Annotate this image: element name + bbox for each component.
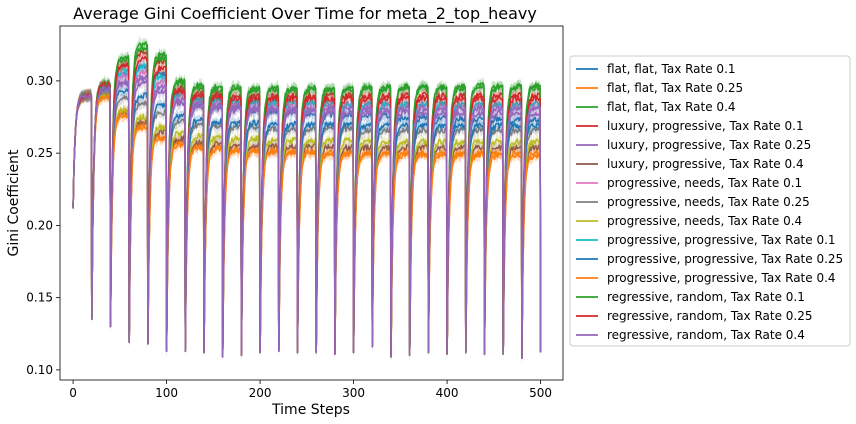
y-tick-label: 0.15 [26,291,53,305]
series-line [72,55,542,360]
legend-label: flat, flat, Tax Rate 0.4 [607,100,736,114]
legend-item: progressive, needs, Tax Rate 0.4 [576,214,802,228]
y-tick-label: 0.20 [26,218,53,232]
y-tick-label: 0.25 [26,146,53,160]
legend-item: progressive, progressive, Tax Rate 0.1 [576,233,836,247]
x-tick-label: 100 [155,386,178,400]
series-line [72,74,542,360]
legend-item: progressive, progressive, Tax Rate 0.4 [576,271,836,285]
x-tick-label: 400 [436,386,459,400]
legend-label: progressive, progressive, Tax Rate 0.25 [607,252,843,266]
legend-label: luxury, progressive, Tax Rate 0.25 [607,138,811,152]
series-line [72,92,542,360]
legend-item: progressive, needs, Tax Rate 0.1 [576,176,802,190]
axes-frame [59,25,564,381]
x-axis-ticks: 0 100 200 300 400 500 [69,380,552,400]
legend-label: progressive, progressive, Tax Rate 0.4 [607,271,836,285]
y-axis-ticks: 0.10 0.15 0.20 0.25 0.30 [26,74,60,377]
legend-item: luxury, progressive, Tax Rate 0.25 [576,138,811,152]
legend-box [569,55,851,347]
legend-label: regressive, random, Tax Rate 0.4 [607,328,805,342]
legend-label: flat, flat, Tax Rate 0.1 [607,62,736,76]
legend-label: progressive, needs, Tax Rate 0.25 [607,195,810,209]
legend-label: progressive, needs, Tax Rate 0.4 [607,214,802,228]
legend-label: regressive, random, Tax Rate 0.1 [607,290,805,304]
series-confidence-band [73,88,541,363]
legend-item: regressive, random, Tax Rate 0.4 [576,328,805,342]
series-confidence-band [73,89,541,364]
x-axis-label: Time Steps [271,402,350,418]
x-tick-label: 0 [69,386,77,400]
series-confidence-band [73,87,541,364]
legend-item: progressive, needs, Tax Rate 0.25 [576,195,810,209]
chart-title: Average Gini Coefficient Over Time for m… [73,4,537,24]
legend-label: progressive, progressive, Tax Rate 0.1 [607,233,836,247]
legend-label: regressive, random, Tax Rate 0.25 [607,309,813,323]
legend-item: luxury, progressive, Tax Rate 0.4 [576,157,804,171]
y-tick-label: 0.10 [26,363,53,377]
legend-item: regressive, random, Tax Rate 0.1 [576,290,805,304]
legend-label: progressive, needs, Tax Rate 0.1 [607,176,802,190]
legend-label: flat, flat, Tax Rate 0.25 [607,81,743,95]
legend-item: flat, flat, Tax Rate 0.4 [576,100,736,114]
legend-label: luxury, progressive, Tax Rate 0.4 [607,157,804,171]
legend-item: luxury, progressive, Tax Rate 0.1 [576,119,804,133]
x-tick-label: 300 [342,386,365,400]
plot-area: 0 100 200 300 400 500 0.10 0.15 0.20 0.25 0.30 [26,25,564,400]
legend-item: flat, flat, Tax Rate 0.1 [576,62,736,76]
x-tick-label: 500 [529,386,552,400]
legend-label: luxury, progressive, Tax Rate 0.1 [607,119,804,133]
legend-item: progressive, progressive, Tax Rate 0.25 [576,252,843,266]
y-tick-label: 0.30 [26,74,53,88]
legend-items: flat, flat, Tax Rate 0.1 flat, flat, Tax … [576,62,843,342]
legend-item: regressive, random, Tax Rate 0.25 [576,309,813,323]
legend-item: flat, flat, Tax Rate 0.25 [576,81,743,95]
y-axis-label: Gini Coefficient [6,149,22,257]
legend: flat, flat, Tax Rate 0.1 flat, flat, Tax … [569,55,851,347]
x-tick-label: 200 [249,386,272,400]
series-layer [72,36,542,365]
